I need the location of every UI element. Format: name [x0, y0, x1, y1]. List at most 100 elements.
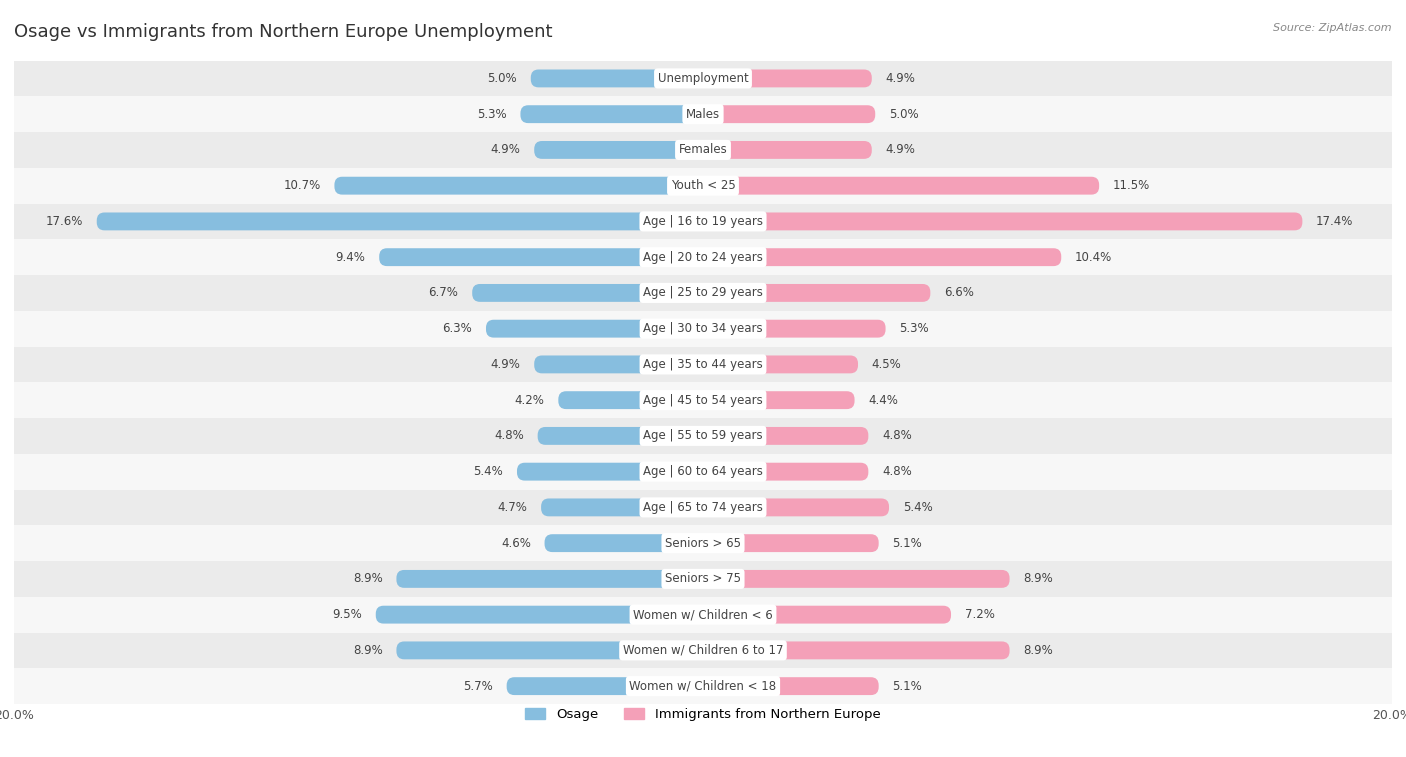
FancyBboxPatch shape	[703, 105, 875, 123]
Text: Age | 30 to 34 years: Age | 30 to 34 years	[643, 322, 763, 335]
Bar	[14, 168, 1392, 204]
Bar	[14, 61, 1392, 96]
FancyBboxPatch shape	[97, 213, 703, 230]
Legend: Osage, Immigrants from Northern Europe: Osage, Immigrants from Northern Europe	[520, 702, 886, 727]
FancyBboxPatch shape	[703, 213, 1302, 230]
Text: 5.4%: 5.4%	[903, 501, 932, 514]
Text: Source: ZipAtlas.com: Source: ZipAtlas.com	[1274, 23, 1392, 33]
Text: Age | 35 to 44 years: Age | 35 to 44 years	[643, 358, 763, 371]
Text: 5.0%: 5.0%	[889, 107, 918, 120]
Text: 4.6%: 4.6%	[501, 537, 531, 550]
Bar	[14, 418, 1392, 453]
FancyBboxPatch shape	[703, 319, 886, 338]
FancyBboxPatch shape	[486, 319, 703, 338]
FancyBboxPatch shape	[703, 391, 855, 409]
FancyBboxPatch shape	[703, 356, 858, 373]
FancyBboxPatch shape	[541, 498, 703, 516]
Text: 5.1%: 5.1%	[893, 537, 922, 550]
FancyBboxPatch shape	[703, 678, 879, 695]
Text: 9.5%: 9.5%	[332, 608, 361, 621]
FancyBboxPatch shape	[375, 606, 703, 624]
Text: 4.9%: 4.9%	[491, 358, 520, 371]
Text: 17.4%: 17.4%	[1316, 215, 1354, 228]
FancyBboxPatch shape	[703, 284, 931, 302]
Text: 10.7%: 10.7%	[284, 179, 321, 192]
FancyBboxPatch shape	[703, 176, 1099, 195]
Bar	[14, 96, 1392, 132]
Bar	[14, 490, 1392, 525]
FancyBboxPatch shape	[703, 463, 869, 481]
Bar	[14, 311, 1392, 347]
Text: 4.7%: 4.7%	[498, 501, 527, 514]
Bar	[14, 239, 1392, 275]
FancyBboxPatch shape	[520, 105, 703, 123]
Text: Age | 20 to 24 years: Age | 20 to 24 years	[643, 251, 763, 263]
Text: 5.0%: 5.0%	[488, 72, 517, 85]
Text: 5.3%: 5.3%	[900, 322, 929, 335]
Text: 5.4%: 5.4%	[474, 465, 503, 478]
FancyBboxPatch shape	[703, 427, 869, 445]
Text: Age | 45 to 54 years: Age | 45 to 54 years	[643, 394, 763, 407]
Text: Age | 25 to 29 years: Age | 25 to 29 years	[643, 286, 763, 300]
Bar	[14, 382, 1392, 418]
Text: 6.7%: 6.7%	[429, 286, 458, 300]
FancyBboxPatch shape	[396, 641, 703, 659]
FancyBboxPatch shape	[506, 678, 703, 695]
Text: Age | 16 to 19 years: Age | 16 to 19 years	[643, 215, 763, 228]
Bar	[14, 275, 1392, 311]
Text: 17.6%: 17.6%	[45, 215, 83, 228]
FancyBboxPatch shape	[703, 570, 1010, 588]
Text: 4.2%: 4.2%	[515, 394, 544, 407]
FancyBboxPatch shape	[558, 391, 703, 409]
Text: 10.4%: 10.4%	[1076, 251, 1112, 263]
Text: 4.9%: 4.9%	[886, 143, 915, 157]
Text: 5.3%: 5.3%	[477, 107, 506, 120]
Bar	[14, 132, 1392, 168]
Text: Women w/ Children 6 to 17: Women w/ Children 6 to 17	[623, 644, 783, 657]
Text: 4.9%: 4.9%	[886, 72, 915, 85]
Bar	[14, 347, 1392, 382]
Text: 6.6%: 6.6%	[945, 286, 974, 300]
Text: 4.5%: 4.5%	[872, 358, 901, 371]
Text: 5.7%: 5.7%	[463, 680, 494, 693]
Text: Age | 65 to 74 years: Age | 65 to 74 years	[643, 501, 763, 514]
Text: 6.3%: 6.3%	[443, 322, 472, 335]
Bar	[14, 453, 1392, 490]
FancyBboxPatch shape	[703, 534, 879, 552]
FancyBboxPatch shape	[703, 141, 872, 159]
Text: 9.4%: 9.4%	[336, 251, 366, 263]
Text: 8.9%: 8.9%	[1024, 572, 1053, 585]
FancyBboxPatch shape	[531, 70, 703, 87]
FancyBboxPatch shape	[534, 141, 703, 159]
Text: Females: Females	[679, 143, 727, 157]
Text: 4.8%: 4.8%	[882, 429, 912, 442]
Text: Seniors > 75: Seniors > 75	[665, 572, 741, 585]
Text: Osage vs Immigrants from Northern Europe Unemployment: Osage vs Immigrants from Northern Europe…	[14, 23, 553, 41]
Text: 5.1%: 5.1%	[893, 680, 922, 693]
Bar	[14, 561, 1392, 597]
Bar	[14, 668, 1392, 704]
FancyBboxPatch shape	[472, 284, 703, 302]
Bar	[14, 597, 1392, 633]
FancyBboxPatch shape	[335, 176, 703, 195]
Text: 4.8%: 4.8%	[882, 465, 912, 478]
FancyBboxPatch shape	[703, 70, 872, 87]
Text: 8.9%: 8.9%	[353, 572, 382, 585]
Bar	[14, 525, 1392, 561]
FancyBboxPatch shape	[544, 534, 703, 552]
Text: Youth < 25: Youth < 25	[671, 179, 735, 192]
Text: 4.8%: 4.8%	[494, 429, 524, 442]
Text: 8.9%: 8.9%	[1024, 644, 1053, 657]
Text: Women w/ Children < 6: Women w/ Children < 6	[633, 608, 773, 621]
Text: Age | 60 to 64 years: Age | 60 to 64 years	[643, 465, 763, 478]
FancyBboxPatch shape	[396, 570, 703, 588]
Text: Males: Males	[686, 107, 720, 120]
FancyBboxPatch shape	[537, 427, 703, 445]
Text: Age | 55 to 59 years: Age | 55 to 59 years	[643, 429, 763, 442]
Text: Women w/ Children < 18: Women w/ Children < 18	[630, 680, 776, 693]
FancyBboxPatch shape	[534, 356, 703, 373]
FancyBboxPatch shape	[517, 463, 703, 481]
FancyBboxPatch shape	[703, 248, 1062, 266]
Text: 4.4%: 4.4%	[869, 394, 898, 407]
Text: 7.2%: 7.2%	[965, 608, 994, 621]
